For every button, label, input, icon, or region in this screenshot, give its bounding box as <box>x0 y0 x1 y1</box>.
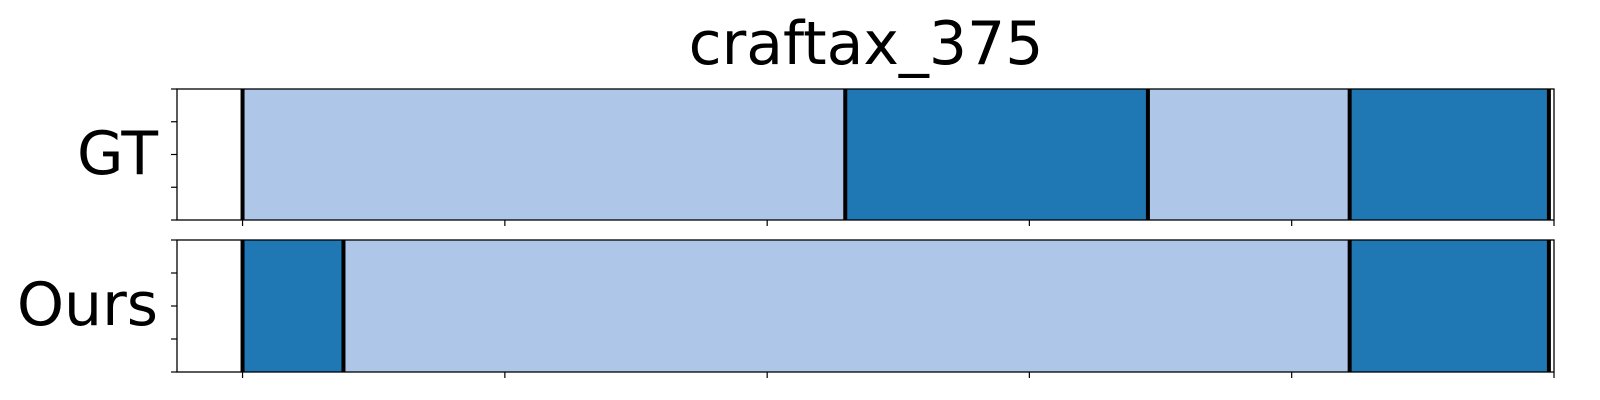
row-ours: Ours <box>17 239 1555 378</box>
segment-light <box>343 240 1350 372</box>
row-label: GT <box>77 119 158 189</box>
segment-dark <box>1349 89 1549 220</box>
rows-layer: GT Ours <box>17 88 1555 378</box>
segment-dark <box>1349 240 1549 372</box>
segment-light <box>242 89 846 220</box>
segment-dark <box>845 89 1148 220</box>
chart-title: craftax_375 <box>689 9 1044 79</box>
row-label: Ours <box>17 270 158 340</box>
segment-dark <box>242 240 344 372</box>
row-gt: GT <box>77 88 1555 226</box>
segment-light <box>1147 89 1350 220</box>
